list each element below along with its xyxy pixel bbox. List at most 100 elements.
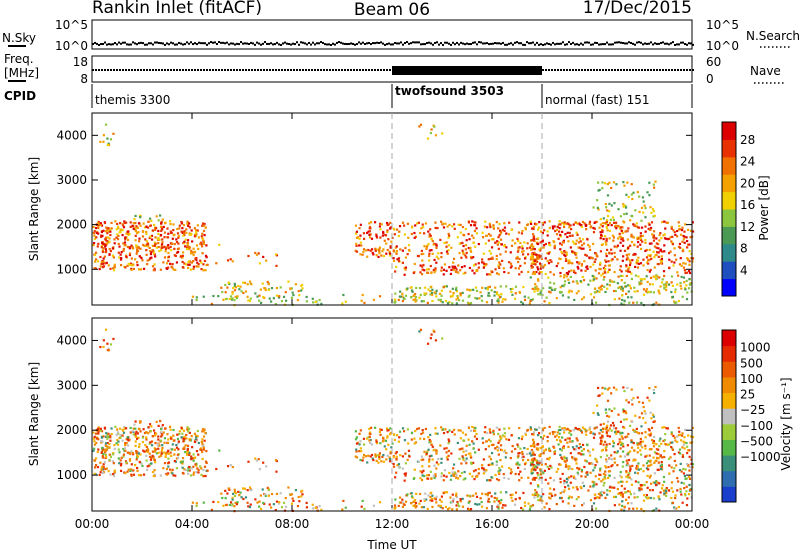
power-point	[173, 233, 176, 236]
velocity-point	[171, 443, 174, 446]
velocity-point	[600, 490, 604, 493]
velocity-point	[632, 459, 635, 462]
power-point	[176, 247, 179, 251]
nsky-point	[678, 43, 680, 46]
power-point	[497, 273, 500, 276]
power-point	[584, 253, 587, 256]
velocity-point	[540, 463, 543, 466]
nsky-point	[312, 41, 314, 44]
power-point	[183, 262, 186, 265]
velocity-point	[659, 455, 662, 458]
power-point	[655, 242, 658, 245]
velocity-point	[187, 469, 190, 472]
power-point	[373, 221, 377, 224]
power-point	[132, 222, 135, 225]
power-point	[615, 227, 618, 230]
velocity-point	[215, 467, 218, 471]
power-point	[679, 281, 682, 285]
nsky-point	[644, 42, 646, 45]
power-point	[666, 238, 669, 241]
power-point	[658, 276, 661, 279]
velocity-point	[174, 474, 177, 477]
nsearch-tick-top: 10^5	[706, 18, 739, 32]
power-point	[585, 228, 588, 231]
velocity-point	[375, 459, 378, 463]
velocity-point	[99, 471, 102, 474]
power-point	[589, 248, 592, 251]
power-point	[511, 293, 514, 296]
velocity-point	[636, 443, 639, 446]
power-point	[171, 237, 174, 240]
power-point	[523, 295, 526, 298]
velocity-point	[142, 473, 146, 476]
power-point	[533, 259, 536, 262]
power-point	[100, 224, 104, 227]
velocity-point	[632, 397, 635, 400]
velocity-point	[142, 449, 145, 452]
velocity-point	[677, 426, 680, 430]
velocity-point	[573, 476, 576, 479]
velocity-point	[495, 497, 499, 500]
power-point	[584, 224, 588, 228]
velocity-point	[601, 392, 604, 395]
nsky-point	[140, 41, 142, 44]
velocity-point	[428, 441, 431, 444]
nsky-point	[556, 42, 558, 45]
nsky-point	[438, 43, 440, 46]
power-point	[536, 260, 539, 263]
power-point	[231, 297, 234, 300]
nsky-point	[434, 41, 436, 44]
power-point	[354, 232, 358, 235]
velocity-point	[592, 484, 596, 487]
nsky-point	[690, 42, 692, 45]
power-point	[452, 257, 456, 260]
velocity-point	[495, 478, 499, 481]
velocity-point	[455, 504, 458, 507]
power-point	[161, 238, 164, 241]
power-point	[602, 237, 605, 241]
velocity-point	[593, 466, 596, 469]
power-point	[406, 222, 410, 225]
velocity-point	[688, 469, 691, 472]
power-point	[599, 261, 602, 264]
velocity-point	[565, 428, 568, 431]
power-point	[657, 242, 660, 246]
power-point	[524, 226, 527, 230]
power-point	[123, 221, 126, 224]
power-point	[459, 292, 462, 295]
velocity-point	[190, 467, 193, 470]
power-point	[530, 255, 533, 259]
velocity-point	[485, 507, 489, 510]
power-point	[604, 203, 607, 206]
velocity-point	[560, 449, 564, 452]
freq-point	[110, 69, 112, 71]
velocity-point	[411, 496, 414, 499]
power-point	[577, 290, 580, 293]
power-point	[150, 234, 154, 237]
power-point	[383, 239, 386, 242]
power-point	[146, 263, 149, 266]
nsky-point	[134, 42, 136, 45]
power-point	[562, 276, 566, 279]
velocity-point	[275, 500, 279, 503]
power-point	[445, 241, 448, 244]
power-point	[368, 236, 372, 239]
power-point	[453, 227, 456, 230]
velocity-point	[494, 447, 497, 450]
nsky-point	[138, 42, 140, 45]
power-point	[467, 232, 470, 236]
power-point	[601, 225, 604, 228]
power-point	[440, 251, 443, 255]
velocity-point	[477, 448, 480, 451]
power-point	[124, 243, 127, 247]
power-point	[122, 247, 125, 251]
velocity-point	[645, 454, 648, 457]
velocity-point	[425, 474, 429, 477]
velocity-point	[657, 457, 660, 460]
nsky-point	[458, 43, 460, 46]
velocity-point	[124, 449, 127, 452]
velocity-point	[665, 427, 668, 430]
power-point	[567, 296, 570, 299]
velocity-point	[425, 498, 428, 501]
power-point	[417, 255, 420, 258]
